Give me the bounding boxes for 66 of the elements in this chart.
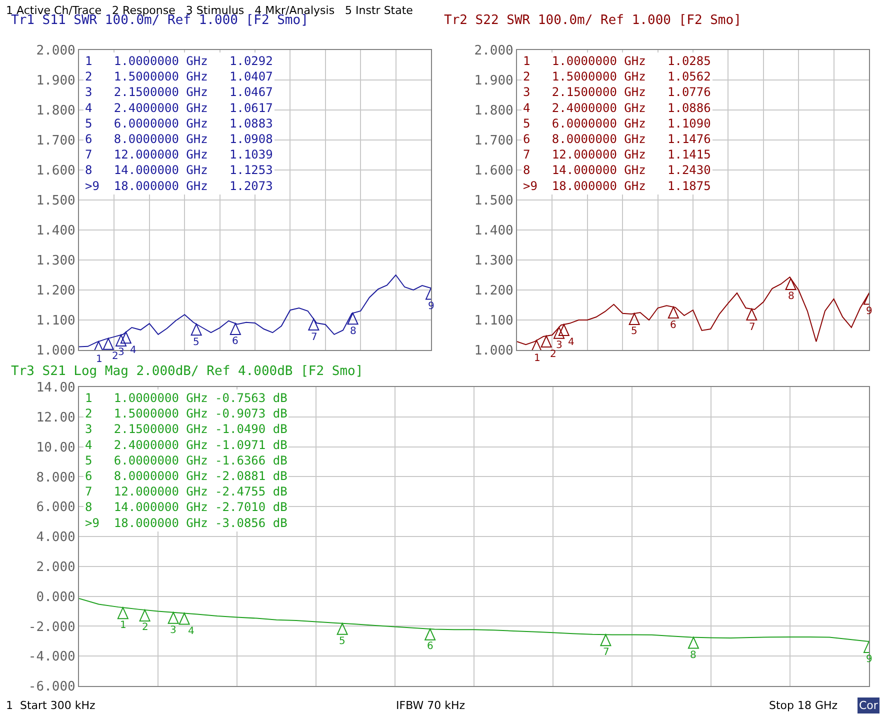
y-tick-label: 0.000 — [36, 590, 76, 605]
y-tick-label: 1.600 — [36, 164, 76, 179]
y-tick-label: 1.800 — [474, 104, 514, 119]
y-tick-label: -4.000 — [28, 650, 76, 665]
annotation: 5 — [631, 326, 638, 337]
y-tick-label: 1.500 — [36, 194, 76, 209]
annotation: 3 — [170, 625, 176, 636]
annotation: 4 — [568, 337, 574, 348]
text: Stop 18 GHz — [769, 699, 838, 712]
annotation: 9 — [866, 306, 872, 317]
annotation: 7 — [749, 322, 756, 333]
text: 1 1.0000000 GHz 1.0292 2 1.5000000 GHz 1.0407 3 2.1500000 GHz 1.0467 4 2.4000000 GHz 1.0617 5 6.0000000 GHz 1.0883 6 8.0000000 GHz 1.0908 7 12.000000 GHz 1.1039 8 14.000000 GHz 1.1253 >9 18.000000 GHz 1.2073 — [85, 54, 273, 193]
y-tick-label: 2.000 — [36, 560, 76, 575]
text: 1 — [96, 354, 102, 365]
annotation: 7 — [311, 332, 318, 343]
y-tick-label: 1.600 — [474, 164, 514, 179]
y-tick-label: -2.000 — [28, 620, 76, 635]
y-tick-label: 1.100 — [474, 314, 514, 329]
text: 1 1.0000000 GHz -0.7563 dB 2 1.5000000 GHz -0.9073 dB 3 2.1500000 GHz -1.0490 dB 4 2.4000000 GHz -1.0971 dB 5 6.0000000 GHz -1.6366 dB 6 8.0000000 GHz -2.0881 dB 7 12.000000 GHz -2.4755 dB 8 14.000000 GHz -2.7010 dB >9 18.000000 GHz -3.0856 dB — [85, 391, 288, 530]
y-tick-label: 1.200 — [474, 284, 514, 299]
text: Cor — [859, 699, 878, 712]
y-tick-label: 1.000 — [36, 344, 76, 359]
annotation: 1 — [120, 620, 126, 631]
y-tick-label: 2.000 — [474, 44, 514, 59]
y-tick-label: 6.000 — [36, 500, 76, 516]
y-tick-label: 1.700 — [474, 134, 514, 149]
y-tick-label: 12.00 — [36, 410, 76, 426]
y-tick-label: 1.000 — [474, 344, 514, 359]
annotation: 7 — [603, 647, 610, 658]
annotation: 4 — [188, 626, 194, 637]
chart-title: Tr3 S21 Log Mag 2.000dB/ Ref 4.000dB [F2 Smo] — [11, 364, 364, 379]
annotation: 8 — [350, 326, 356, 337]
y-tick-label: 1.400 — [36, 224, 76, 239]
annotation: 8 — [690, 650, 696, 661]
text: 1 — [534, 353, 540, 364]
annotation: 6 — [670, 320, 676, 331]
annotation: 6 — [427, 641, 434, 652]
annotation: 2 — [550, 349, 556, 360]
y-tick-label: 1.900 — [474, 74, 514, 89]
y-tick-label: 1.100 — [36, 314, 76, 329]
annotation: 6 — [232, 336, 238, 347]
y-tick-label: 1.400 — [474, 224, 514, 239]
annotation: 5 — [339, 636, 346, 647]
y-tick-label: 14.00 — [36, 380, 76, 396]
y-tick-label: 4.000 — [36, 530, 76, 546]
y-tick-label: 1.500 — [474, 194, 514, 209]
annotation: 5 — [193, 337, 200, 348]
y-tick-label: 2.000 — [36, 44, 76, 59]
text: IFBW 70 kHz — [396, 699, 466, 712]
y-tick-label: 1.700 — [36, 134, 76, 149]
annotation: 3 — [556, 340, 562, 351]
text: Start 300 kHz — [20, 699, 96, 712]
chart-title: Tr2 S22 SWR 100.0m/ Ref 1.000 [F2 Smo] — [444, 13, 742, 28]
text: 2 — [112, 351, 118, 362]
y-tick-label: 10.00 — [36, 440, 76, 456]
text: 1 1.0000000 GHz 1.0285 2 1.5000000 GHz 1.0562 3 2.1500000 GHz 1.0776 4 2.4000000 GHz 1.0886 5 6.0000000 GHz 1.1090 6 8.0000000 GHz 1.1476 7 12.000000 GHz 1.1415 8 14.000000 GHz 1.2430 >9 18.000000 GHz 1.1875 — [523, 54, 711, 193]
y-tick-label: 1.200 — [36, 284, 76, 299]
text: 1 — [6, 699, 13, 712]
y-tick-label: 1.300 — [36, 254, 76, 269]
y-tick-label: 1.900 — [36, 74, 76, 89]
y-tick-label: 1.300 — [474, 254, 514, 269]
y-tick-label: 8.000 — [36, 470, 76, 486]
y-tick-label: 1.800 — [36, 104, 76, 119]
y-tick-label: -6.000 — [28, 680, 76, 695]
annotation: 8 — [788, 291, 794, 302]
annotation: 2 — [142, 622, 148, 633]
